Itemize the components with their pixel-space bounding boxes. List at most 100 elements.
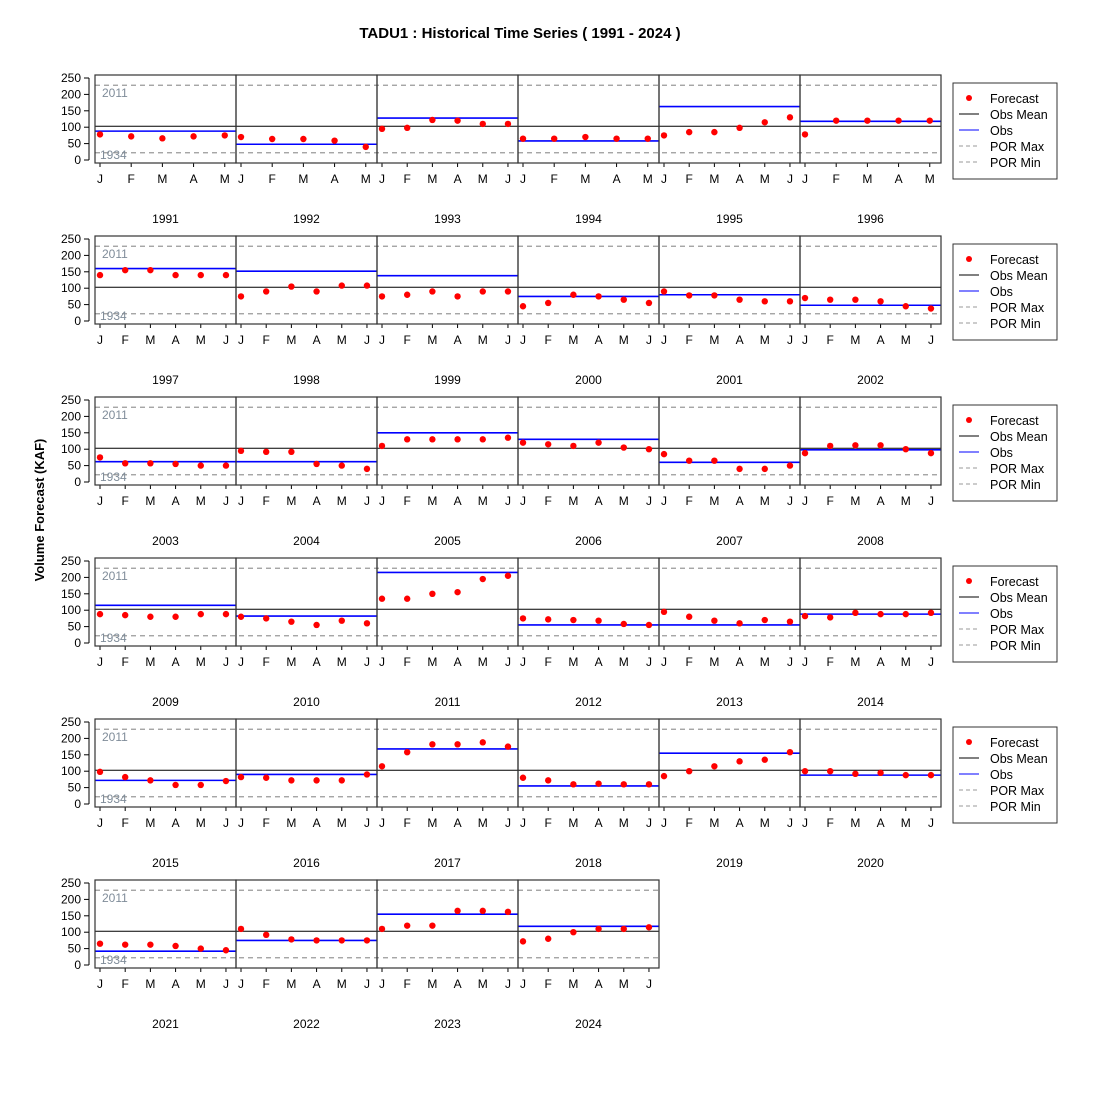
forecast-point: [761, 465, 768, 473]
forecast-point: [877, 769, 884, 777]
legend-entry-label: Obs Mean: [990, 430, 1048, 444]
forecast-point: [645, 781, 653, 788]
forecast-point: [378, 125, 386, 133]
por-min-annotation: 1934: [100, 309, 127, 323]
year-panel: J F M A M J 2011: [376, 557, 519, 709]
month-label: A: [736, 333, 744, 347]
forecast-point: [313, 621, 320, 629]
forecast-point: [313, 777, 320, 784]
forecast-point: [237, 133, 245, 141]
forecast-point: [479, 739, 486, 746]
year-label: 1999: [434, 373, 461, 387]
panel-frame: [235, 74, 378, 164]
month-label: M: [478, 333, 488, 347]
month-label: F: [404, 172, 411, 186]
forecast-point: [197, 781, 204, 789]
forecast-point: [147, 460, 154, 467]
legend-entry-label: Forecast: [990, 575, 1039, 589]
legend-entry-label: POR Max: [990, 784, 1045, 798]
y-tick-label: 200: [61, 570, 81, 584]
forecast-point: [826, 442, 834, 450]
month-label: M: [709, 172, 719, 186]
forecast-point: [237, 293, 245, 300]
forecast-point: [313, 937, 320, 944]
year-panel: J F M A M J 2024: [517, 879, 660, 1031]
month-label: F: [263, 977, 270, 991]
month-label: M: [568, 977, 578, 991]
forecast-point: [570, 442, 577, 450]
month-label: A: [877, 816, 885, 830]
forecast-point: [801, 768, 809, 775]
y-tick-label: 200: [61, 87, 81, 101]
forecast-point: [237, 773, 245, 781]
month-label: J: [787, 172, 793, 186]
panel-frame: [517, 557, 660, 647]
y-tick-label: 50: [68, 137, 82, 151]
forecast-point: [96, 610, 104, 618]
year-panel: J F M A M J 2000: [517, 235, 660, 387]
forecast-point: [363, 282, 371, 289]
forecast-point: [237, 925, 245, 933]
month-label: M: [619, 494, 629, 508]
month-label: M: [901, 333, 911, 347]
forecast-point: [221, 132, 228, 139]
month-label: J: [505, 977, 511, 991]
panel-row: 2011 1934 0 50 100 150 200 250 J F M A M J 2021 J F M A M J 2…: [61, 876, 660, 1031]
year-panel: J F M A M J 1998: [235, 235, 378, 387]
month-label: F: [404, 494, 411, 508]
year-panel: J F M A M J 2014: [799, 557, 942, 709]
forecast-point: [504, 120, 512, 128]
forecast-point: [685, 292, 693, 299]
y-tick-label: 0: [74, 314, 81, 328]
month-label: J: [661, 816, 667, 830]
month-label: A: [454, 655, 462, 669]
year-panel: J F M A M J 2005: [376, 396, 519, 548]
month-label: J: [379, 816, 385, 830]
panel-frame: [235, 718, 378, 808]
forecast-point: [902, 771, 909, 779]
forecast-point: [378, 763, 386, 770]
forecast-point: [570, 781, 577, 788]
y-tick-label: 50: [68, 942, 82, 956]
month-label: J: [646, 816, 652, 830]
month-label: M: [196, 333, 206, 347]
por-max-annotation: 2011: [102, 730, 128, 744]
year-label: 2021: [152, 1017, 179, 1031]
y-tick-label: 50: [68, 781, 82, 795]
year-label: 2020: [857, 856, 884, 870]
month-label: M: [568, 655, 578, 669]
year-label: 2009: [152, 695, 179, 709]
year-panel: J F M A M J 2007: [658, 396, 801, 548]
year-panel: J F M A M J 2019: [658, 718, 801, 870]
forecast-point: [197, 945, 204, 952]
month-label: A: [172, 655, 180, 669]
legend-box: [952, 243, 1058, 341]
month-label: F: [545, 816, 552, 830]
forecast-point: [711, 617, 718, 624]
forecast-point: [902, 446, 909, 453]
forecast-point: [570, 616, 577, 624]
legend-forecast-symbol: [966, 578, 972, 584]
legend-entry-label: POR Max: [990, 301, 1045, 315]
month-label: F: [545, 333, 552, 347]
legend-entry-label: Obs: [990, 124, 1013, 138]
month-label: A: [736, 816, 744, 830]
forecast-point: [832, 117, 840, 124]
month-label: A: [595, 333, 603, 347]
legend-entry-label: POR Min: [990, 317, 1041, 331]
year-label: 2006: [575, 534, 602, 548]
legend-entry-label: POR Min: [990, 639, 1041, 653]
month-label: M: [427, 977, 437, 991]
month-label: M: [337, 816, 347, 830]
month-label: J: [646, 655, 652, 669]
forecast-point: [197, 462, 204, 469]
forecast-point: [761, 616, 768, 624]
month-label: M: [196, 494, 206, 508]
month-label: A: [331, 172, 339, 186]
month-label: J: [97, 494, 103, 508]
year-label: 2012: [575, 695, 602, 709]
forecast-point: [454, 293, 461, 300]
panel-frame: [799, 557, 942, 647]
month-label: J: [379, 172, 385, 186]
month-label: M: [568, 816, 578, 830]
